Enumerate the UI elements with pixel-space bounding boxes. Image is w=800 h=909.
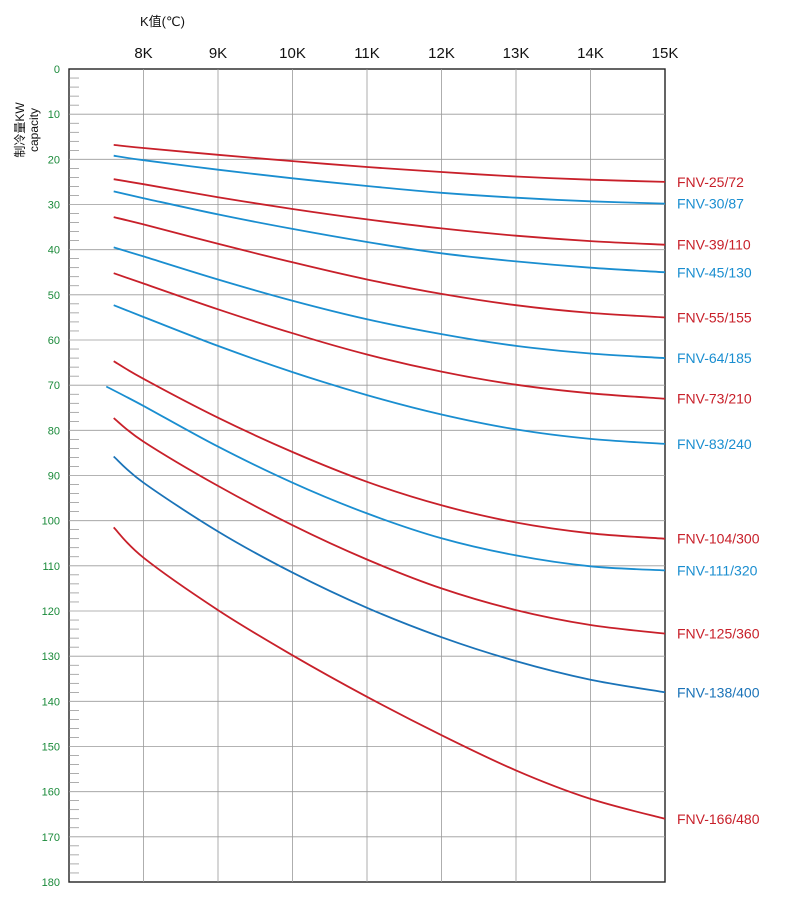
series-label-fnv-45-130: FNV-45/130 <box>677 264 752 280</box>
y-tick-label: 50 <box>48 290 60 302</box>
y-tick-label: 140 <box>42 696 60 708</box>
series-label-fnv-55-155: FNV-55/155 <box>677 309 752 325</box>
series-line-fnv-64-185 <box>113 246 666 359</box>
series-line-fnv-55-155 <box>113 216 666 319</box>
y-tick-label: 160 <box>42 787 60 799</box>
series-line-fnv-166-480 <box>113 526 666 820</box>
series-label-fnv-166-480: FNV-166/480 <box>677 811 760 827</box>
series-line-fnv-83-240 <box>113 304 666 445</box>
x-tick-label: 12K <box>428 45 455 62</box>
minor-ticks <box>69 77 79 874</box>
y-tick-labels: 0 10 20 30 40 50 60 70 80 90 100 110 120 130 140 150 160… <box>42 64 60 889</box>
x-axis-title: K值(℃) <box>140 14 185 29</box>
x-tick-label: 8K <box>134 45 152 62</box>
y-tick-label: 100 <box>42 516 60 528</box>
series-line-fnv-45-130 <box>113 190 666 274</box>
y-tick-label: 150 <box>42 742 60 754</box>
grid <box>68 68 666 883</box>
y-tick-label: 10 <box>48 109 60 121</box>
x-tick-label: 15K <box>652 45 679 62</box>
y-tick-label: 110 <box>42 561 60 573</box>
series-line-fnv-30-87 <box>113 154 666 205</box>
y-tick-label: 120 <box>42 606 60 618</box>
y-tick-label: 180 <box>42 877 60 889</box>
series-line-fnv-73-210 <box>113 272 666 400</box>
y-tick-label: 80 <box>48 425 60 437</box>
y-tick-label: 90 <box>48 471 60 483</box>
series-line-fnv-111-320 <box>105 385 666 572</box>
y-tick-label: 0 <box>54 64 60 76</box>
series-label-fnv-104-300: FNV-104/300 <box>677 531 760 547</box>
y-axis-title-cn: 制冷量KW <box>13 102 27 158</box>
y-tick-label: 20 <box>48 154 60 166</box>
y-tick-label: 70 <box>48 380 60 392</box>
series-label-fnv-39-110: FNV-39/110 <box>677 237 751 253</box>
series-label-fnv-125-360: FNV-125/360 <box>677 626 760 642</box>
series-label-fnv-64-185: FNV-64/185 <box>677 350 752 366</box>
y-axis-title: 制冷量KW capacity <box>13 102 41 158</box>
x-tick-labels: 8K 9K 10K 11K 12K 13K 14K 15K <box>134 45 678 62</box>
x-tick-label: 14K <box>577 45 604 62</box>
series-label-fnv-30-87: FNV-30/87 <box>677 196 744 212</box>
series-labels: FNV-25/72 FNV-30/87 FNV-39/110 FNV-45/130 FN… <box>677 174 760 827</box>
x-tick-label: 11K <box>354 45 380 62</box>
y-tick-label: 170 <box>42 832 60 844</box>
series-line-fnv-125-360 <box>113 417 666 635</box>
series-line-fnv-39-110 <box>113 178 666 246</box>
x-tick-label: 10K <box>279 45 306 62</box>
series-label-fnv-138-400: FNV-138/400 <box>677 684 760 700</box>
y-tick-label: 60 <box>48 335 60 347</box>
y-tick-label: 30 <box>48 200 60 212</box>
y-tick-label: 130 <box>42 651 60 663</box>
series-label-fnv-111-320: FNV-111/320 <box>677 562 758 578</box>
series-line-fnv-104-300 <box>113 360 666 540</box>
x-tick-label: 13K <box>503 45 530 62</box>
series-label-fnv-83-240: FNV-83/240 <box>677 436 752 452</box>
series-lines <box>105 144 666 820</box>
series-label-fnv-73-210: FNV-73/210 <box>677 391 752 407</box>
x-tick-label: 9K <box>209 45 227 62</box>
y-tick-label: 40 <box>48 245 60 257</box>
y-axis-title-en: capacity <box>27 108 41 152</box>
series-line-fnv-138-400 <box>113 455 666 694</box>
series-line-fnv-25-72 <box>113 144 666 183</box>
series-label-fnv-25-72: FNV-25/72 <box>677 174 744 190</box>
